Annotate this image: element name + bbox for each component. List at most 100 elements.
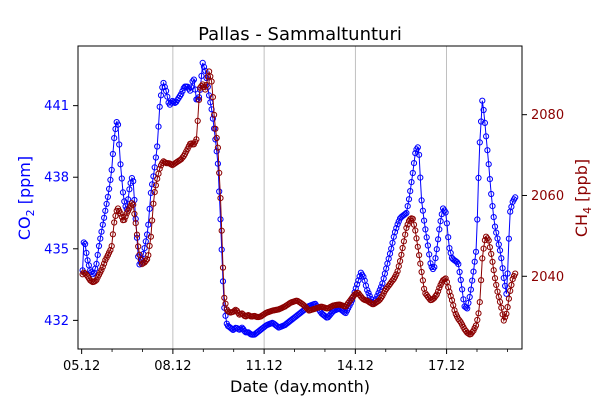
data-point-co2 <box>99 221 106 228</box>
data-point-co2 <box>214 160 221 167</box>
data-point-co2 <box>495 241 502 248</box>
y-right-label-rest: [ppb] <box>572 159 591 207</box>
data-point-co2 <box>179 88 186 95</box>
data-point-ch4 <box>146 242 153 249</box>
data-point-co2 <box>98 228 105 235</box>
data-point-ch4 <box>101 260 108 267</box>
data-point-co2 <box>213 148 220 155</box>
y-left-tick-label: 435 <box>44 242 69 257</box>
data-point-co2 <box>500 274 507 282</box>
data-point-co2 <box>498 255 505 262</box>
data-point-ch4 <box>446 288 453 295</box>
data-point-co2 <box>494 235 501 242</box>
plot-frame <box>77 45 523 350</box>
data-point-ch4 <box>98 266 105 273</box>
data-point-co2 <box>472 248 480 255</box>
data-point-co2 <box>126 186 133 193</box>
data-point-ch4 <box>121 216 128 223</box>
data-point-ch4 <box>507 287 514 294</box>
data-point-co2 <box>412 150 419 157</box>
data-point-ch4 <box>195 96 203 104</box>
data-point-co2 <box>130 178 137 185</box>
data-point-ch4 <box>222 300 229 307</box>
data-point-ch4 <box>400 238 407 245</box>
data-point-co2 <box>142 238 149 245</box>
data-point-ch4 <box>509 276 516 283</box>
data-point-co2 <box>393 225 400 232</box>
data-point-co2 <box>216 188 223 195</box>
data-point-co2 <box>471 258 478 265</box>
data-point-co2 <box>82 240 89 248</box>
data-point-co2 <box>155 123 162 130</box>
y-axis-left: 432 435 438 441 <box>44 99 78 329</box>
data-point-co2 <box>378 283 385 290</box>
data-point-co2 <box>212 136 219 143</box>
data-point-co2 <box>360 273 367 280</box>
data-point-co2 <box>410 160 418 167</box>
data-point-co2 <box>389 239 396 246</box>
data-point-ch4 <box>502 314 509 321</box>
data-point-ch4 <box>397 258 404 265</box>
data-point-co2 <box>456 268 463 276</box>
data-point-co2 <box>103 200 110 207</box>
data-point-co2 <box>199 59 206 67</box>
data-point-ch4 <box>500 317 507 324</box>
data-point-co2 <box>478 118 485 125</box>
data-point-ch4 <box>132 220 139 227</box>
y-right-tick-label: 2060 <box>531 189 564 204</box>
y-left-label-sub: 2 <box>24 209 37 216</box>
data-point-co2 <box>483 133 490 140</box>
data-point-co2 <box>156 103 163 110</box>
data-point-co2 <box>160 79 167 87</box>
data-point-co2 <box>364 287 371 294</box>
data-point-ch4 <box>398 251 405 258</box>
data-point-ch4 <box>432 293 439 300</box>
data-point-co2 <box>486 176 493 183</box>
data-point-co2 <box>111 135 118 142</box>
data-point-co2 <box>404 203 411 210</box>
data-point-ch4 <box>475 310 482 317</box>
data-point-co2 <box>109 150 117 158</box>
data-point-ch4 <box>144 256 151 263</box>
data-point-ch4 <box>152 182 159 189</box>
data-point-co2 <box>366 292 373 300</box>
data-point-co2 <box>493 229 500 236</box>
chart-title: Pallas - Sammaltunturi <box>198 24 402 45</box>
data-point-co2 <box>89 271 96 278</box>
data-point-co2 <box>485 161 492 168</box>
data-point-co2 <box>459 286 466 293</box>
data-point-co2 <box>128 175 135 182</box>
x-tick-label: 11.12 <box>246 359 283 374</box>
data-point-co2 <box>94 251 101 258</box>
y-left-tick-label: 438 <box>44 171 69 186</box>
data-point-co2 <box>200 63 208 71</box>
data-point-ch4 <box>418 268 425 276</box>
data-point-co2 <box>354 281 361 288</box>
data-point-co2 <box>484 147 491 154</box>
data-point-ch4 <box>496 298 504 305</box>
data-point-co2 <box>432 255 439 262</box>
data-point-co2 <box>141 245 148 252</box>
data-point-co2 <box>512 194 519 201</box>
data-point-ch4 <box>436 284 443 291</box>
data-point-ch4 <box>498 304 505 311</box>
x-axis-label: Date (day.month) <box>230 377 370 396</box>
data-point-ch4 <box>221 294 228 301</box>
data-point-co2 <box>414 144 421 151</box>
data-point-ch4 <box>212 125 219 132</box>
data-point-co2 <box>427 260 434 267</box>
data-point-co2 <box>365 289 372 297</box>
data-point-co2 <box>422 226 429 233</box>
data-point-co2 <box>426 251 433 258</box>
y-left-label-rest: [ppm] <box>15 156 34 209</box>
data-point-ch4 <box>433 291 440 298</box>
data-point-co2 <box>490 214 497 221</box>
data-point-ch4 <box>480 245 487 252</box>
data-point-co2 <box>457 276 464 284</box>
data-point-ch4 <box>474 316 481 324</box>
data-point-ch4 <box>472 322 480 329</box>
data-point-ch4 <box>409 215 416 222</box>
data-point-co2 <box>496 247 504 254</box>
y-left-tick-label: 441 <box>44 99 69 114</box>
